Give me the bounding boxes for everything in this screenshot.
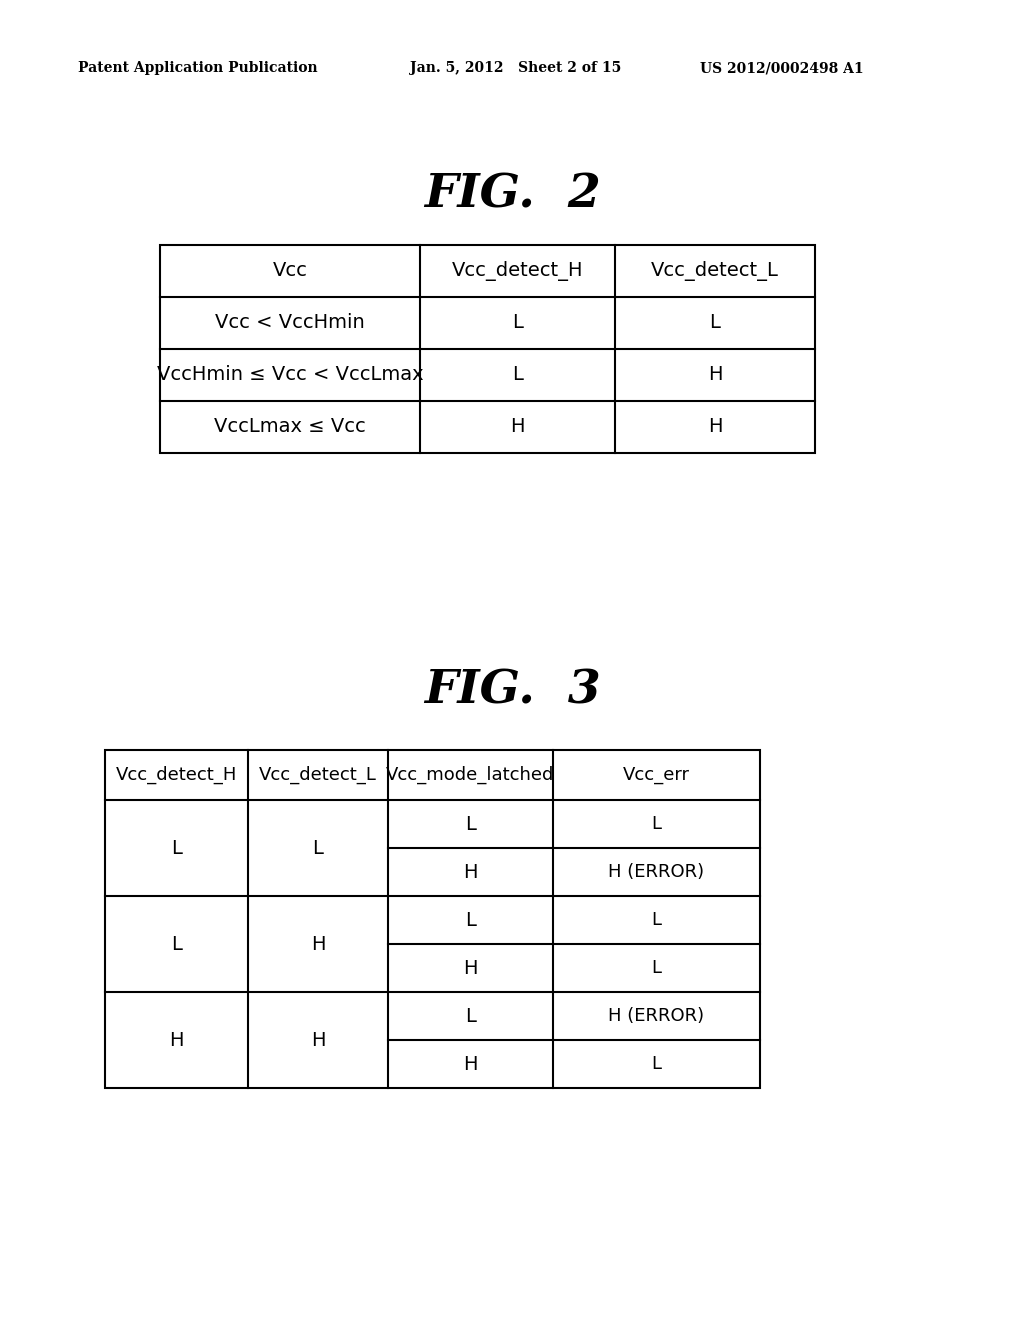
Text: VccHmin ≤ Vcc < VccLmax: VccHmin ≤ Vcc < VccLmax <box>157 366 423 384</box>
Text: H: H <box>310 935 326 953</box>
Text: H (ERROR): H (ERROR) <box>608 1007 705 1026</box>
Text: VccLmax ≤ Vcc: VccLmax ≤ Vcc <box>214 417 366 437</box>
Text: L: L <box>651 960 662 977</box>
Text: H: H <box>510 417 524 437</box>
Text: H: H <box>463 862 478 882</box>
Text: US 2012/0002498 A1: US 2012/0002498 A1 <box>700 61 863 75</box>
Text: L: L <box>171 838 182 858</box>
Text: L: L <box>651 911 662 929</box>
Text: Vcc_detect_H: Vcc_detect_H <box>116 766 238 784</box>
Text: Vcc_mode_latched: Vcc_mode_latched <box>386 766 555 784</box>
Text: L: L <box>465 1006 476 1026</box>
Text: H: H <box>463 1055 478 1073</box>
Text: H (ERROR): H (ERROR) <box>608 863 705 880</box>
Text: H: H <box>310 1031 326 1049</box>
Text: L: L <box>312 838 324 858</box>
Text: Vcc_detect_H: Vcc_detect_H <box>452 261 584 281</box>
Text: L: L <box>512 366 523 384</box>
Text: H: H <box>708 417 722 437</box>
Text: H: H <box>463 958 478 978</box>
Text: Vcc: Vcc <box>272 261 307 281</box>
Text: L: L <box>465 814 476 833</box>
Text: Vcc_detect_L: Vcc_detect_L <box>259 766 377 784</box>
Text: Vcc_err: Vcc_err <box>623 766 690 784</box>
Text: H: H <box>708 366 722 384</box>
Text: L: L <box>512 314 523 333</box>
Text: L: L <box>710 314 721 333</box>
Text: Vcc < VccHmin: Vcc < VccHmin <box>215 314 365 333</box>
Text: FIG.  2: FIG. 2 <box>424 172 600 218</box>
Bar <box>105 750 760 1088</box>
Text: FIG.  3: FIG. 3 <box>424 667 600 713</box>
Text: Patent Application Publication: Patent Application Publication <box>78 61 317 75</box>
Text: Vcc_detect_L: Vcc_detect_L <box>651 261 779 281</box>
Text: L: L <box>171 935 182 953</box>
Text: Jan. 5, 2012   Sheet 2 of 15: Jan. 5, 2012 Sheet 2 of 15 <box>410 61 622 75</box>
Text: L: L <box>465 911 476 929</box>
Text: L: L <box>651 814 662 833</box>
Text: H: H <box>169 1031 183 1049</box>
Text: L: L <box>651 1055 662 1073</box>
Bar <box>160 246 815 453</box>
